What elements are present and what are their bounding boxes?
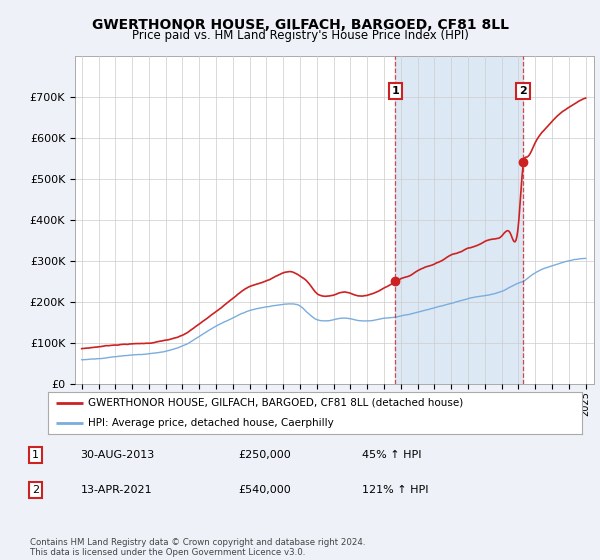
Text: Contains HM Land Registry data © Crown copyright and database right 2024.
This d: Contains HM Land Registry data © Crown c… bbox=[30, 538, 365, 557]
Text: GWERTHONOR HOUSE, GILFACH, BARGOED, CF81 8LL: GWERTHONOR HOUSE, GILFACH, BARGOED, CF81… bbox=[91, 18, 509, 32]
Text: 45% ↑ HPI: 45% ↑ HPI bbox=[362, 450, 422, 460]
Text: 1: 1 bbox=[391, 86, 399, 96]
Text: 1: 1 bbox=[32, 450, 39, 460]
Text: 2: 2 bbox=[32, 485, 39, 495]
Text: HPI: Average price, detached house, Caerphilly: HPI: Average price, detached house, Caer… bbox=[88, 418, 334, 428]
Text: Price paid vs. HM Land Registry's House Price Index (HPI): Price paid vs. HM Land Registry's House … bbox=[131, 29, 469, 42]
Text: 2: 2 bbox=[519, 86, 527, 96]
Bar bbox=[395, 56, 523, 384]
Text: 121% ↑ HPI: 121% ↑ HPI bbox=[362, 485, 429, 495]
Text: £540,000: £540,000 bbox=[238, 485, 291, 495]
Text: 13-APR-2021: 13-APR-2021 bbox=[80, 485, 152, 495]
Text: 30-AUG-2013: 30-AUG-2013 bbox=[80, 450, 155, 460]
Text: £250,000: £250,000 bbox=[238, 450, 291, 460]
Text: GWERTHONOR HOUSE, GILFACH, BARGOED, CF81 8LL (detached house): GWERTHONOR HOUSE, GILFACH, BARGOED, CF81… bbox=[88, 398, 463, 408]
